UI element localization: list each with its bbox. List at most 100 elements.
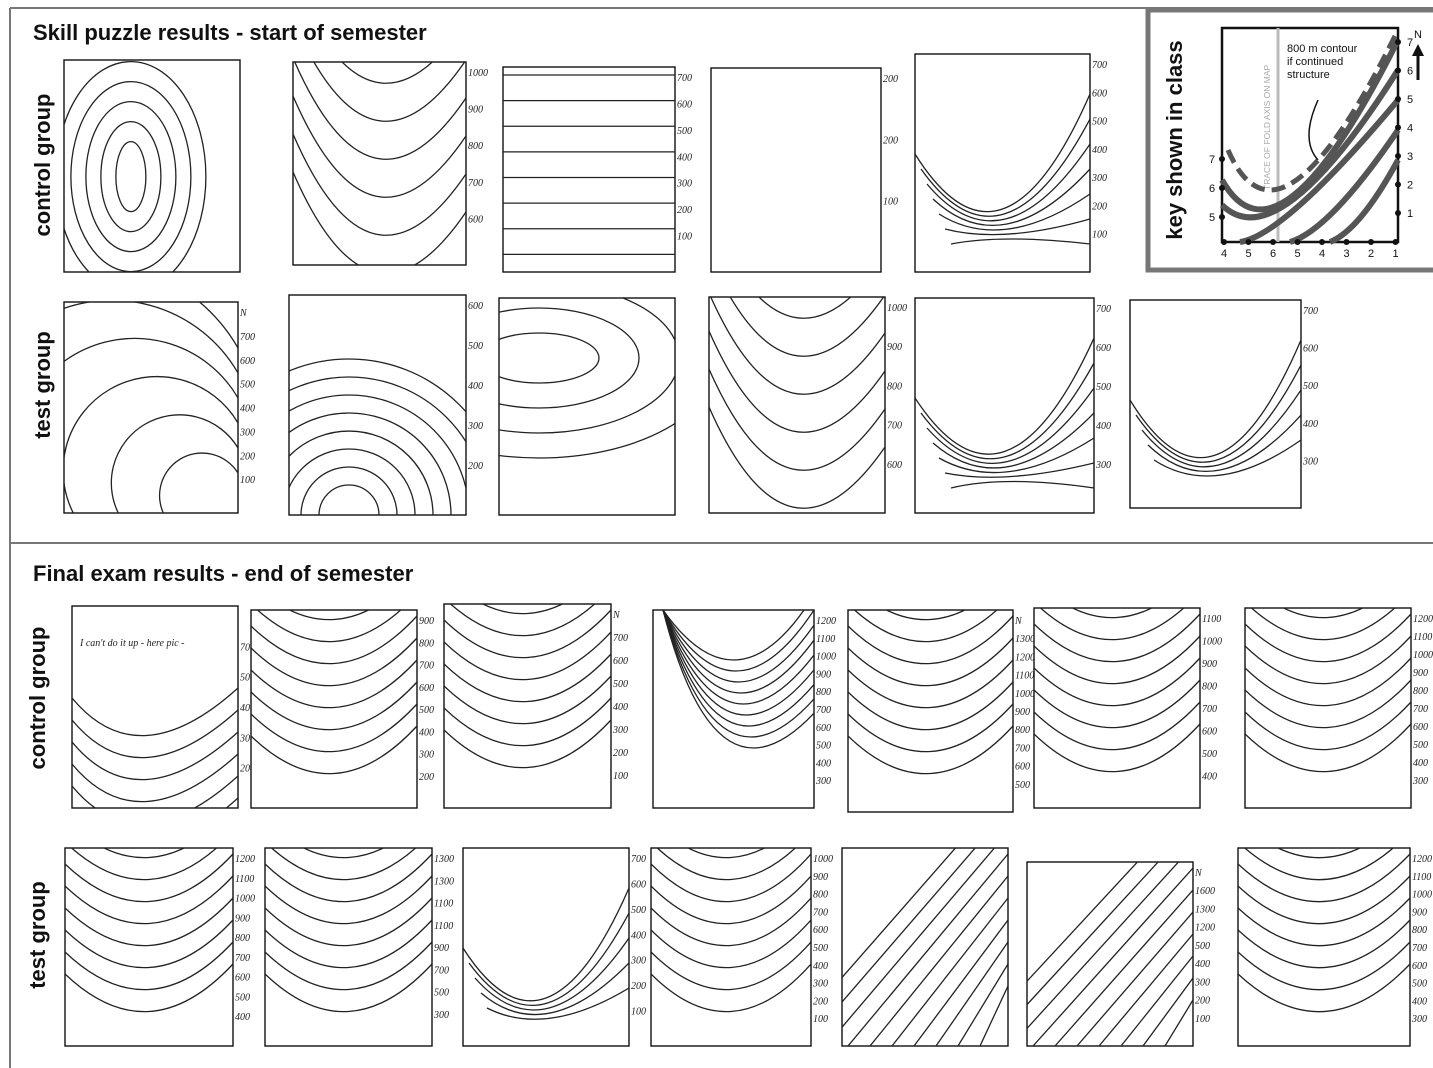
key-number: 7 <box>1209 154 1215 166</box>
sketch-panel: 700 600 500 400 300 200 100 <box>914 53 1107 273</box>
panel-frame <box>1129 299 1302 509</box>
handwritten-label: 300 <box>1194 977 1210 988</box>
contours <box>444 544 611 769</box>
handwritten-label: 700 <box>1096 304 1111 315</box>
handwritten-label: 400 <box>419 727 434 738</box>
handwritten-label: 400 <box>631 930 646 941</box>
key-dot <box>1395 39 1401 45</box>
contour <box>251 725 417 775</box>
contour <box>944 218 1090 236</box>
contour <box>289 376 466 444</box>
key-dot <box>1395 181 1401 188</box>
contour <box>486 987 629 1020</box>
contour <box>1034 679 1200 729</box>
handwritten-label: 400 <box>1413 758 1428 769</box>
sketch-panel: 200 200 100 <box>710 67 898 273</box>
contour <box>932 412 1094 469</box>
key-number: 4 <box>1407 123 1413 135</box>
handwritten-label: 500 <box>1202 749 1217 760</box>
handwritten-label: 300 <box>1095 460 1111 471</box>
contours <box>499 298 675 459</box>
contour <box>64 60 207 272</box>
key-dot <box>1368 239 1374 245</box>
contour <box>100 120 162 233</box>
handwritten-label: 700 <box>631 854 646 865</box>
handwritten-label: 800 <box>813 890 828 901</box>
contour <box>1034 635 1200 685</box>
handwritten-label: 100 <box>677 232 692 243</box>
key-number: 5 <box>1245 248 1251 260</box>
handwritten-label: 700 <box>887 421 902 432</box>
handwritten-label: 500 <box>1412 979 1427 990</box>
handwritten-label: 200 <box>1092 201 1107 212</box>
handwritten-label: 500 <box>419 705 434 716</box>
contour <box>957 963 1008 1046</box>
key-number: 2 <box>1407 180 1413 192</box>
key-dot <box>1319 239 1325 245</box>
contour <box>289 394 466 492</box>
contour <box>499 298 675 434</box>
sketch-panel: 700 600 500 400 300 200 100 <box>502 66 692 273</box>
panel-frame <box>1033 607 1201 809</box>
panel-frame <box>650 847 812 1047</box>
key-number: 5 <box>1407 94 1413 106</box>
contour <box>289 358 466 413</box>
handwritten-label: 500 <box>1096 382 1111 393</box>
handwritten-label: 600 <box>1015 762 1030 773</box>
key-dot <box>1395 96 1401 102</box>
contour <box>651 853 811 903</box>
contour <box>72 775 238 808</box>
handwritten-label: 500 <box>240 673 255 684</box>
contour <box>444 544 611 592</box>
contour <box>64 337 238 399</box>
key-number: 4 <box>1221 248 1227 260</box>
handwritten-label: 900 <box>1202 659 1217 670</box>
handwritten-label: 700 <box>434 965 449 976</box>
contour <box>468 912 629 1007</box>
contour <box>72 709 238 759</box>
contour <box>158 452 238 513</box>
contour <box>687 848 766 859</box>
panel-frame <box>264 847 433 1047</box>
handwritten-label: 300 <box>433 1010 449 1021</box>
contour <box>1238 875 1410 925</box>
handwritten-label: 100 <box>883 197 898 208</box>
handwritten-label: 400 <box>1202 772 1217 783</box>
handwritten-label: 700 <box>1015 743 1030 754</box>
handwritten-label: 700 <box>235 953 250 964</box>
key-dot <box>1245 239 1252 245</box>
handwritten-label: 800 <box>468 141 483 152</box>
contour <box>499 307 640 409</box>
contour <box>481 604 564 615</box>
panel-frame <box>708 296 886 514</box>
key-panel: key shown in class TRACE OF FOLD AXIS ON… <box>1145 7 1433 273</box>
contour <box>265 853 432 903</box>
handwritten-label: 400 <box>468 381 483 392</box>
handwritten-label: 500 <box>1015 780 1030 791</box>
panel-frame <box>847 609 1014 813</box>
contour <box>710 297 885 395</box>
key-dot <box>1392 239 1399 245</box>
contour <box>256 610 402 643</box>
handwritten-label: 300 <box>630 956 646 967</box>
contour <box>444 631 611 681</box>
contours <box>72 687 238 808</box>
handwritten-label: 400 <box>1096 421 1111 432</box>
sketch-panel: 1100 1000 900 800 700 600 500 400 <box>1033 607 1222 809</box>
panel-frame <box>1244 607 1412 809</box>
panel-frame <box>462 847 630 1047</box>
contour <box>651 875 811 925</box>
contour <box>72 753 238 803</box>
handwritten-label: 500 <box>235 992 250 1003</box>
sketch-panel <box>498 297 676 516</box>
key-dot <box>1343 239 1350 245</box>
handwritten-label: 1100 <box>235 874 254 885</box>
contour <box>944 462 1094 478</box>
contour <box>662 610 814 716</box>
contour <box>72 731 238 781</box>
contour <box>1238 963 1410 1013</box>
handwritten-label: 1100 <box>1015 671 1034 682</box>
handwritten-label: 800 <box>419 638 434 649</box>
handwritten-label: 900 <box>1412 907 1427 918</box>
handwritten-label: 600 <box>468 301 483 312</box>
